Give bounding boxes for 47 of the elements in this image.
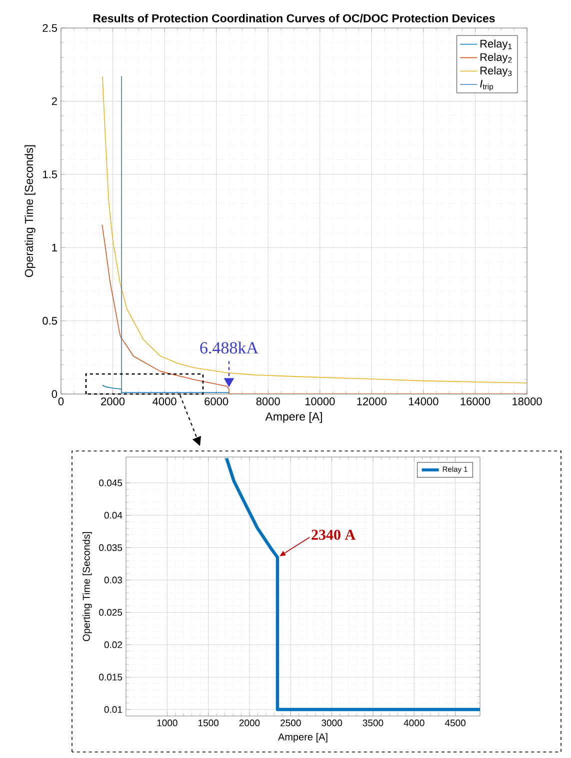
x-tick-label: 18000 xyxy=(512,398,542,406)
y-tick-label: 0.015 xyxy=(99,674,122,681)
x-tick-label: 3000 xyxy=(322,720,342,726)
y-tick-label: 1.5 xyxy=(43,170,58,178)
x-tick-label: 0 xyxy=(58,398,64,406)
x-axis-title: Ampere [A] xyxy=(265,412,322,423)
annotation: 2340 A xyxy=(312,530,356,540)
line-series xyxy=(102,76,528,384)
x-tick-label: 16000 xyxy=(460,398,490,406)
y-tick-label: 0.035 xyxy=(99,544,122,552)
y-tick-label: 0 xyxy=(52,390,58,398)
y-tick-label: 1 xyxy=(52,244,57,252)
y-tick-label: 2.5 xyxy=(42,24,58,32)
legend-label: I$_{trip}$ xyxy=(480,80,494,91)
line-series xyxy=(102,384,230,393)
y-tick-label: 0.01 xyxy=(104,706,122,713)
x-tick-label: 6000 xyxy=(204,398,228,406)
x-tick-label: 4000 xyxy=(404,720,424,726)
x-tick-label: 8000 xyxy=(256,398,280,406)
legend-label: Relay$_{1}$ xyxy=(480,40,512,50)
y-tick-label: 0.025 xyxy=(99,609,122,616)
x-tick-label: 2000 xyxy=(101,398,125,406)
x-tick-label: 3500 xyxy=(362,720,384,726)
annotation: 6.488kA xyxy=(200,342,258,354)
x-tick-label: 4500 xyxy=(444,720,466,726)
y-tick-label: 0.045 xyxy=(99,480,122,486)
x-tick-label: 10000 xyxy=(305,398,335,406)
y-tick-label: 0.04 xyxy=(104,512,122,519)
y-tick-label: 0.03 xyxy=(104,576,122,584)
y-tick-label: 0.5 xyxy=(42,316,58,325)
legend-label: Relay$_{2}$ xyxy=(480,52,512,64)
chart-title: Results of Protection Coordination Curves of OC/DOC Protection Devices xyxy=(93,14,495,22)
line-series xyxy=(224,457,480,712)
y-tick-label: 2 xyxy=(52,97,57,106)
y-axis-title: Operating Time [Seconds] xyxy=(24,145,36,278)
y-axis-title: Operting Time [Seconds] xyxy=(82,532,92,642)
legend-label: Relay$_{3}$ xyxy=(480,66,512,77)
x-tick-label: 2000 xyxy=(239,720,260,726)
x-tick-label: 14000 xyxy=(409,398,438,406)
x-tick-label: 12000 xyxy=(357,398,387,406)
x-tick-label: 2500 xyxy=(280,720,301,726)
line-series xyxy=(102,224,528,394)
y-tick-label: 0.02 xyxy=(104,641,122,648)
x-axis-title: Ampere [A] xyxy=(278,733,328,742)
x-tick-label: 4000 xyxy=(152,398,176,406)
x-tick-label: 1500 xyxy=(198,720,219,726)
x-tick-label: 1000 xyxy=(157,720,178,726)
